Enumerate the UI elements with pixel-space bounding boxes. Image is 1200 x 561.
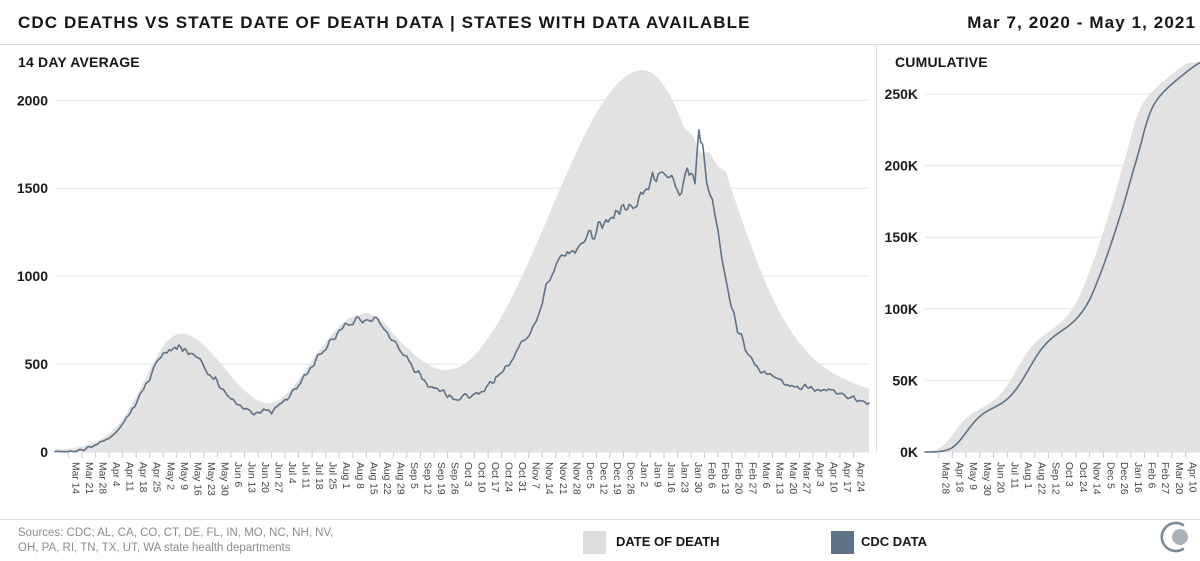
svg-text:Aug 29: Aug 29 xyxy=(394,462,405,495)
svg-text:Oct 24: Oct 24 xyxy=(1077,462,1088,493)
svg-text:Dec 12: Dec 12 xyxy=(597,462,608,495)
svg-text:Jul 11: Jul 11 xyxy=(1008,462,1019,489)
svg-text:Mar 13: Mar 13 xyxy=(773,462,784,494)
svg-text:Apr 11: Apr 11 xyxy=(124,462,135,492)
svg-text:Mar 6: Mar 6 xyxy=(760,462,771,489)
svg-text:Dec 5: Dec 5 xyxy=(584,462,595,489)
svg-text:Oct 10: Oct 10 xyxy=(476,462,487,493)
svg-text:Apr 3: Apr 3 xyxy=(814,462,825,487)
svg-text:May 2: May 2 xyxy=(164,462,175,490)
svg-text:Sep 12: Sep 12 xyxy=(1049,462,1060,495)
svg-text:Dec 26: Dec 26 xyxy=(1118,462,1129,495)
svg-text:Jun 6: Jun 6 xyxy=(232,462,243,487)
svg-text:Jul 18: Jul 18 xyxy=(313,462,324,490)
svg-text:May 30: May 30 xyxy=(218,462,229,496)
svg-text:Sep 5: Sep 5 xyxy=(408,462,419,489)
svg-text:Sep 26: Sep 26 xyxy=(449,462,460,495)
svg-text:Feb 27: Feb 27 xyxy=(746,462,757,494)
svg-text:Nov 28: Nov 28 xyxy=(570,462,581,495)
svg-text:Feb 6: Feb 6 xyxy=(1145,462,1156,489)
svg-text:May 9: May 9 xyxy=(178,462,189,490)
svg-text:250K: 250K xyxy=(885,86,918,102)
svg-text:Jan 16: Jan 16 xyxy=(665,462,676,493)
svg-text:Sep 12: Sep 12 xyxy=(421,462,432,495)
svg-text:Apr 10: Apr 10 xyxy=(827,462,838,493)
svg-text:1000: 1000 xyxy=(17,268,48,284)
svg-text:Dec 5: Dec 5 xyxy=(1104,462,1115,489)
svg-text:Feb 6: Feb 6 xyxy=(706,462,717,489)
svg-text:Aug 1: Aug 1 xyxy=(340,462,351,489)
svg-text:Aug 8: Aug 8 xyxy=(354,462,365,489)
svg-text:Mar 21: Mar 21 xyxy=(83,462,94,494)
svg-text:150K: 150K xyxy=(885,229,918,245)
svg-text:May 30: May 30 xyxy=(981,462,992,496)
svg-text:Apr 24: Apr 24 xyxy=(855,462,866,493)
svg-text:Nov 14: Nov 14 xyxy=(543,462,554,495)
svg-text:50K: 50K xyxy=(892,372,918,388)
svg-text:Dec 26: Dec 26 xyxy=(624,462,635,495)
svg-text:Apr 10: Apr 10 xyxy=(1187,462,1198,493)
svg-text:Mar 28: Mar 28 xyxy=(97,462,108,494)
svg-text:100K: 100K xyxy=(885,301,918,317)
svg-text:Nov 7: Nov 7 xyxy=(530,462,541,489)
svg-text:Jun 20: Jun 20 xyxy=(995,462,1006,493)
svg-text:Mar 20: Mar 20 xyxy=(787,462,798,494)
svg-text:Jun 27: Jun 27 xyxy=(273,462,284,493)
svg-text:Oct 17: Oct 17 xyxy=(489,462,500,493)
svg-text:Aug 1: Aug 1 xyxy=(1022,462,1033,489)
svg-text:Mar 27: Mar 27 xyxy=(800,462,811,494)
svg-text:Aug 22: Aug 22 xyxy=(1036,462,1047,495)
svg-text:Mar 28: Mar 28 xyxy=(940,462,951,494)
svg-text:0K: 0K xyxy=(900,444,918,460)
svg-text:Apr 18: Apr 18 xyxy=(953,462,964,493)
svg-text:Jan 16: Jan 16 xyxy=(1132,462,1143,493)
svg-text:Oct 31: Oct 31 xyxy=(516,462,527,493)
svg-text:Apr 18: Apr 18 xyxy=(137,462,148,493)
svg-text:Feb 13: Feb 13 xyxy=(719,462,730,494)
svg-text:Aug 22: Aug 22 xyxy=(381,462,392,495)
svg-text:Sep 19: Sep 19 xyxy=(435,462,446,495)
svg-text:Oct 24: Oct 24 xyxy=(503,462,514,493)
svg-text:Dec 19: Dec 19 xyxy=(611,462,622,495)
svg-text:Oct 3: Oct 3 xyxy=(462,462,473,487)
svg-text:Jan 30: Jan 30 xyxy=(692,462,703,493)
svg-text:500: 500 xyxy=(25,356,49,372)
svg-text:200K: 200K xyxy=(885,158,918,174)
svg-text:2000: 2000 xyxy=(17,92,48,108)
svg-text:Apr 25: Apr 25 xyxy=(151,462,162,493)
svg-text:Jan 23: Jan 23 xyxy=(679,462,690,493)
svg-text:Oct 3: Oct 3 xyxy=(1063,462,1074,487)
svg-text:May 9: May 9 xyxy=(967,462,978,490)
svg-text:Apr 4: Apr 4 xyxy=(110,462,121,487)
svg-text:0: 0 xyxy=(40,444,48,460)
svg-text:Jul 25: Jul 25 xyxy=(327,462,338,490)
svg-text:Apr 17: Apr 17 xyxy=(841,462,852,493)
svg-text:Jun 13: Jun 13 xyxy=(245,462,256,493)
svg-text:Mar 20: Mar 20 xyxy=(1173,462,1184,494)
svg-text:Jul 4: Jul 4 xyxy=(286,462,297,484)
svg-text:Nov 21: Nov 21 xyxy=(557,462,568,495)
svg-text:Jan 9: Jan 9 xyxy=(652,462,663,487)
svg-text:Jul 11: Jul 11 xyxy=(300,462,311,489)
svg-text:Aug 15: Aug 15 xyxy=(367,462,378,495)
svg-text:May 23: May 23 xyxy=(205,462,216,496)
svg-text:Feb 20: Feb 20 xyxy=(733,462,744,494)
svg-text:1500: 1500 xyxy=(17,180,48,196)
svg-text:Nov 14: Nov 14 xyxy=(1091,462,1102,495)
svg-text:Feb 27: Feb 27 xyxy=(1159,462,1170,494)
svg-text:Jan 2: Jan 2 xyxy=(638,462,649,487)
svg-text:Mar 14: Mar 14 xyxy=(70,462,81,494)
svg-text:May 16: May 16 xyxy=(191,462,202,496)
svg-text:Jun 20: Jun 20 xyxy=(259,462,270,493)
